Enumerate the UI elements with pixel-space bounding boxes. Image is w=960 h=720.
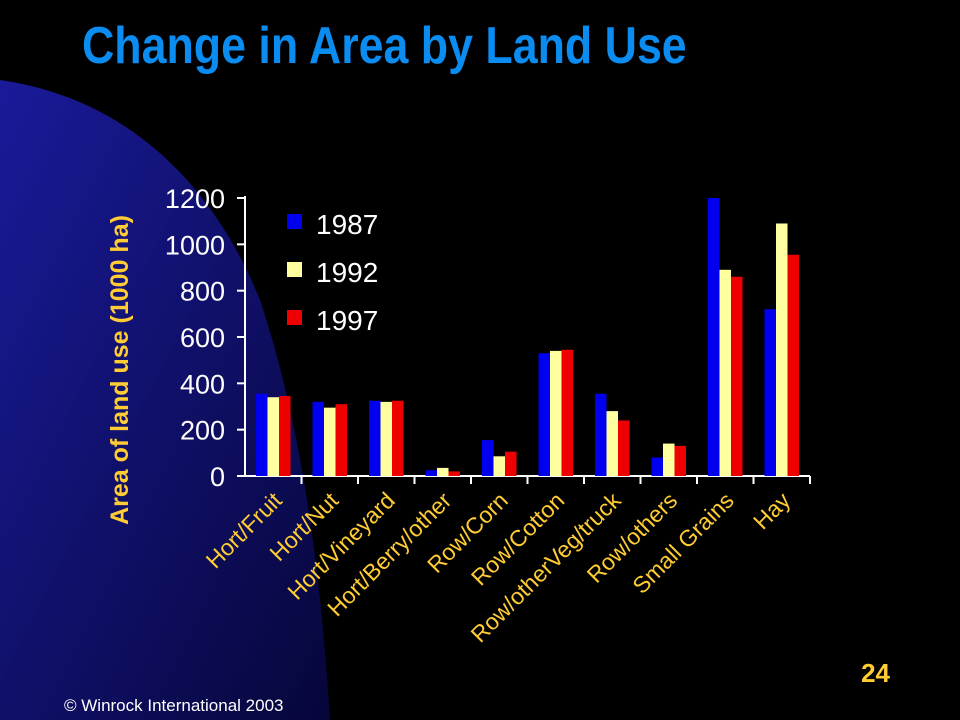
- bar: [392, 400, 404, 476]
- bar: [256, 393, 268, 476]
- y-tick-label: 800: [180, 277, 225, 307]
- legend-label: 1987: [316, 209, 378, 240]
- bar: [731, 276, 743, 476]
- y-tick-label: 600: [180, 323, 225, 353]
- bar: [595, 393, 607, 476]
- bar: [493, 456, 505, 476]
- legend-swatch: [287, 310, 302, 325]
- y-tick-label: 400: [180, 369, 225, 399]
- y-tick-label: 1200: [165, 184, 225, 214]
- y-tick-label: 200: [180, 416, 225, 446]
- bar: [380, 401, 392, 476]
- legend-swatch: [287, 262, 302, 277]
- bar: [267, 397, 279, 476]
- bar: [369, 400, 381, 476]
- bar: [538, 353, 550, 476]
- copyright-notice: © Winrock International 2003: [64, 696, 284, 715]
- bar: [674, 445, 686, 476]
- bar: [425, 470, 437, 476]
- bar: [550, 350, 562, 476]
- bar: [448, 471, 460, 476]
- bar: [324, 407, 336, 476]
- y-tick-label: 0: [210, 462, 225, 492]
- y-tick-label: 1000: [165, 230, 225, 260]
- bar: [618, 420, 630, 476]
- bar: [776, 223, 788, 476]
- bar: [335, 404, 347, 476]
- page-number: 24: [861, 658, 890, 688]
- bar: [561, 349, 573, 476]
- slide-title: Change in Area by Land Use: [82, 17, 687, 75]
- bar: [663, 443, 675, 476]
- bar: [764, 309, 776, 476]
- bar: [482, 440, 494, 476]
- bar: [312, 401, 324, 476]
- legend-label: 1992: [316, 257, 378, 288]
- bar: [787, 254, 799, 476]
- bar: [279, 396, 291, 476]
- x-tick-label: Hay: [748, 487, 796, 535]
- legend-label: 1997: [316, 305, 378, 336]
- bar: [606, 411, 618, 476]
- bar: [719, 269, 731, 476]
- x-tick-label: Hort/Fruit: [201, 487, 288, 574]
- y-axis-label: Area of land use (1000 ha): [106, 215, 134, 525]
- bar: [505, 451, 517, 476]
- bar: [708, 198, 720, 476]
- bar: [437, 467, 449, 476]
- bar: [651, 457, 663, 476]
- legend-swatch: [287, 214, 302, 229]
